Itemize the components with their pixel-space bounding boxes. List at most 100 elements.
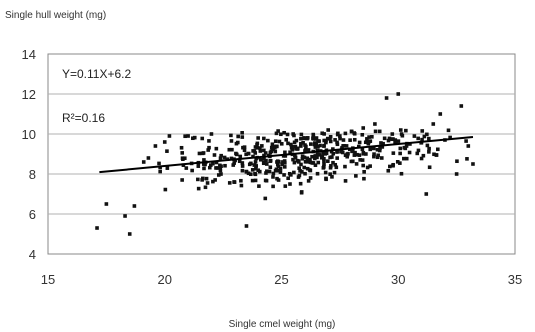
data-point [361,151,366,156]
x-tick-label: 20 [158,272,172,287]
data-point [304,159,309,164]
data-point [335,156,339,160]
data-point [358,158,362,162]
data-point [200,136,205,141]
data-point [343,131,348,136]
data-point [229,133,233,138]
y-tick-label: 12 [22,87,36,102]
data-point [282,165,287,169]
data-point [263,196,268,201]
data-point [282,159,287,163]
data-point [343,179,348,183]
data-point [297,173,302,178]
data-point [379,141,383,145]
data-point [324,140,328,145]
data-point [262,148,266,153]
data-point [415,151,420,156]
data-point [261,161,266,166]
data-point [181,157,185,162]
data-point [394,139,398,144]
data-point [368,139,373,143]
data-point [420,137,424,142]
data-point [438,112,443,116]
data-point [299,136,303,141]
y-tick-label: 10 [22,127,36,142]
data-point [258,149,263,153]
data-point [300,154,305,159]
data-point [372,152,376,156]
data-point [288,182,292,186]
data-point [207,165,212,170]
data-point [300,156,305,161]
data-point [180,151,185,155]
data-point [328,172,332,176]
data-point [322,162,326,166]
data-point [313,145,318,149]
data-point [296,146,300,151]
data-point [286,141,290,146]
data-point [239,183,244,188]
data-point [263,151,268,155]
data-point [264,162,269,166]
data-point [297,160,301,164]
data-point [186,134,190,138]
data-point [278,166,283,171]
data-point [318,143,322,148]
data-point [253,160,258,164]
data-point [289,142,293,147]
data-point [260,144,264,148]
data-point [240,135,245,139]
data-point [422,134,427,139]
data-point [298,169,302,173]
data-point [272,145,276,150]
data-point [273,139,278,143]
data-point [279,142,284,146]
data-point [384,96,389,100]
data-point [404,128,408,133]
data-point [263,178,268,183]
data-point [381,141,385,146]
data-point [299,132,304,137]
data-point [375,147,380,152]
data-point [273,168,278,173]
data-point [288,150,292,155]
data-point [240,168,245,173]
data-point [254,164,259,168]
data-point [278,170,283,174]
data-point [305,156,310,161]
data-point [360,158,365,162]
data-point [357,140,362,145]
y-axis-title: Single hull weight (mg) [5,10,106,21]
data-point [95,226,99,230]
data-point [334,165,339,170]
data-point [239,178,243,183]
data-point [258,146,262,150]
data-point [275,176,279,181]
data-point [262,153,266,158]
data-point [404,144,409,148]
data-point [197,151,202,156]
data-point [244,170,249,174]
data-point [276,168,281,173]
data-point [427,136,431,141]
data-point [303,149,307,153]
data-point [294,138,299,143]
data-point [373,129,378,134]
data-point [324,138,328,143]
data-point [132,204,137,208]
data-point [455,159,459,164]
data-point [354,162,359,166]
data-point [421,153,426,158]
data-point [281,160,285,164]
data-point [289,173,293,177]
data-point [242,145,247,149]
data-point [202,166,206,171]
data-point [425,132,429,137]
data-point [230,147,234,152]
data-point [357,153,362,157]
data-point [378,146,382,151]
data-point [360,132,365,137]
data-point [290,144,294,149]
data-point [322,144,326,148]
data-point [268,165,273,170]
